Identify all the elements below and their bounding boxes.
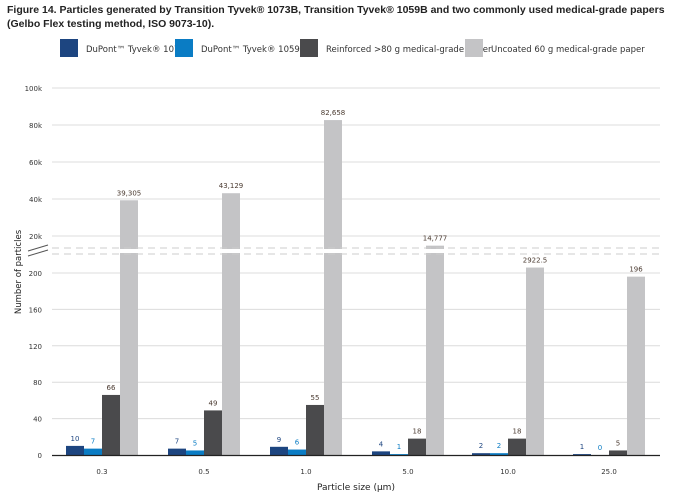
bar-0-1 — [168, 448, 186, 455]
legend-swatch — [175, 39, 193, 57]
y-tick-label: 120 — [29, 343, 42, 351]
bar-2-4 — [508, 438, 526, 455]
data-label: 5 — [193, 439, 197, 447]
x-tick-label: 10.0 — [500, 468, 516, 476]
bar-0-5 — [573, 454, 591, 455]
bar-1-0 — [84, 448, 102, 455]
data-label: 39,305 — [117, 189, 142, 197]
legend-label: DuPont™ Tyvek® 1073B — [86, 45, 191, 55]
title-line-2: (Gelbo Flex testing method, ISO 9073-10)… — [7, 18, 215, 30]
y-tick-label: 20k — [29, 233, 43, 241]
data-label: 49 — [209, 399, 218, 407]
y-axis-title: Number of particles — [14, 229, 24, 314]
data-label: 0 — [598, 444, 602, 452]
data-label: 66 — [107, 384, 116, 392]
bar-2-2 — [306, 404, 324, 455]
y-tick-label: 100k — [25, 85, 43, 93]
data-label: 196 — [629, 266, 643, 274]
data-label: 82,658 — [321, 109, 346, 117]
axis-break-gap — [48, 249, 662, 253]
legend-label: Reinforced >80 g medical-grade paper — [326, 45, 492, 55]
data-label: 5 — [616, 439, 620, 447]
data-label: 14,777 — [423, 235, 448, 243]
x-tick-label: 5.0 — [402, 468, 413, 476]
x-axis-title: Particle size (µm) — [317, 483, 395, 493]
bar-3-5 — [627, 276, 645, 455]
bar-0-4 — [472, 453, 490, 455]
data-label: 6 — [295, 439, 300, 447]
x-tick-label: 0.3 — [96, 468, 107, 476]
data-label: 9 — [277, 436, 281, 444]
axis-break-mark — [27, 249, 49, 257]
data-label: 4 — [379, 440, 384, 448]
bar-1-4 — [490, 453, 508, 455]
bar-0-3 — [372, 451, 390, 455]
chart-title: Figure 14. Particles generated by Transi… — [7, 3, 665, 31]
data-label: 43,129 — [219, 182, 244, 190]
bar-2-0 — [102, 394, 120, 455]
bar-1-1 — [186, 450, 204, 455]
y-tick-label: 40 — [33, 416, 42, 424]
data-label: 2922.5 — [523, 257, 548, 265]
data-label: 2 — [479, 442, 483, 450]
bar-2-3 — [408, 438, 426, 455]
x-tick-label: 1.0 — [300, 468, 311, 476]
bar-0-2 — [270, 446, 288, 455]
x-tick-label: 0.5 — [198, 468, 209, 476]
data-label: 18 — [413, 428, 422, 436]
bar-2-5 — [609, 450, 627, 455]
bar-3-0 — [120, 200, 138, 455]
data-label: 7 — [175, 438, 179, 446]
y-tick-label: 200 — [29, 270, 42, 278]
bar-1-3 — [390, 454, 408, 455]
data-label: 1 — [397, 443, 401, 451]
bar-3-4 — [526, 267, 544, 455]
data-label: 18 — [513, 428, 522, 436]
y-tick-label: 40k — [29, 196, 43, 204]
bar-2-1 — [204, 410, 222, 455]
data-label: 7 — [91, 438, 95, 446]
bar-3-3 — [426, 245, 444, 455]
y-tick-label: 80 — [33, 379, 42, 387]
legend-label: DuPont™ Tyvek® 1059B — [201, 45, 306, 55]
data-label: 10 — [71, 435, 80, 443]
y-tick-label: 60k — [29, 159, 43, 167]
legend-swatch — [465, 39, 483, 57]
legend-label: Uncoated 60 g medical-grade paper — [491, 45, 645, 55]
data-label: 1 — [580, 443, 584, 451]
legend-swatch — [60, 39, 78, 57]
legend-swatch — [300, 39, 318, 57]
y-tick-label: 80k — [29, 122, 43, 130]
y-tick-label: 0 — [38, 452, 42, 460]
bar-1-2 — [288, 449, 306, 455]
bar-3-1 — [222, 193, 240, 455]
data-label: 2 — [497, 442, 501, 450]
x-tick-label: 25.0 — [601, 468, 617, 476]
y-tick-label: 160 — [29, 306, 42, 314]
data-label: 55 — [311, 394, 320, 402]
bar-3-2 — [324, 120, 342, 455]
bar-0-0 — [66, 445, 84, 455]
title-line-1: Figure 14. Particles generated by Transi… — [7, 4, 665, 16]
axis-break-mark — [27, 244, 49, 252]
